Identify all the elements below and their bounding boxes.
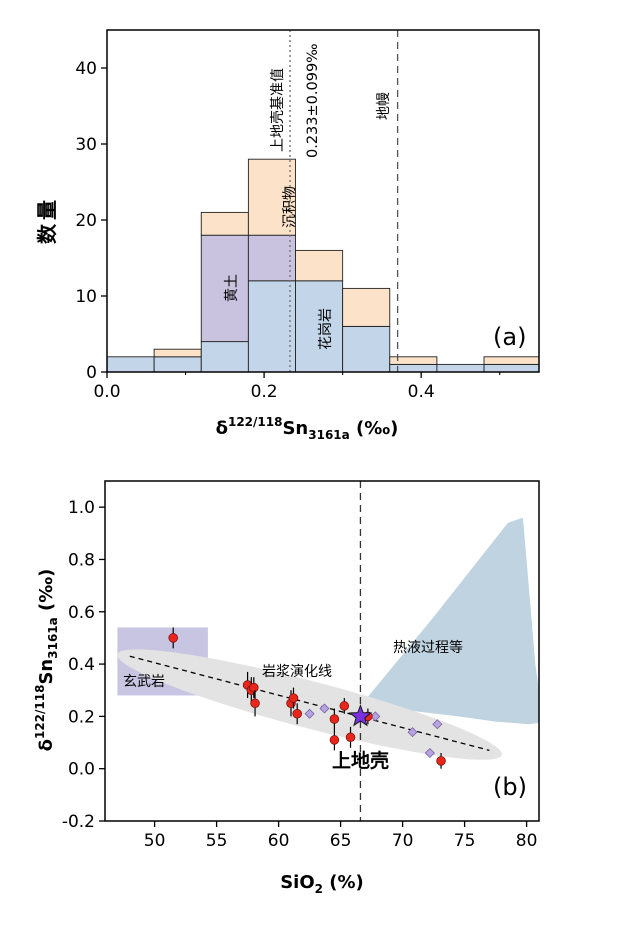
x-tick-label: 80: [516, 831, 538, 851]
x-axis-ticks: 0.0 0.2 0.4: [93, 372, 501, 402]
bar-segment-3-bin-5: [295, 249, 344, 282]
red-sample-point: [288, 693, 299, 703]
upper-crust-label: 上地壳基准值: [269, 68, 286, 152]
bar-segment-3-bin-9: [483, 356, 540, 365]
histogram-bars: [106, 158, 540, 373]
x-tick-label: 50: [144, 831, 166, 851]
x-title-a-sub: 3161a: [308, 428, 350, 442]
panel-label-a: (a): [493, 323, 526, 351]
y-title-b-prefix: δ: [36, 739, 57, 751]
y-title-b-main: Sn: [36, 659, 57, 685]
bar-segment-1-bin-4: [247, 280, 296, 373]
upper-crust-value-label: 0.233±0.099‰: [305, 43, 321, 158]
purple-diamond-point: [432, 719, 443, 730]
basalt-label: 玄武岩: [123, 673, 165, 690]
x-title-b-sub: 2: [315, 882, 323, 896]
x-tick-label: 0.4: [408, 382, 435, 402]
granite-label: 花岗岩: [318, 308, 334, 350]
x-title-a-sup: 122/118: [228, 415, 282, 429]
y-tick-label: 0.4: [68, 655, 95, 675]
magma-evolution-field: [117, 649, 502, 760]
purple-diamond-point: [304, 708, 315, 719]
hydrothermal-field: [360, 517, 539, 725]
red-sample-point: [329, 735, 340, 745]
red-sample-point: [436, 756, 446, 766]
y-axis-title-b: δ122/118Sn3161a (‰): [33, 569, 60, 752]
y-tick-label: 20: [75, 211, 97, 231]
y-tick-label: 40: [75, 59, 97, 79]
red-sample-point: [345, 732, 356, 743]
loess-label: 黄土: [223, 274, 240, 302]
plot-frame-a: [106, 29, 540, 373]
y-title-b-sub: 3161a: [46, 617, 60, 659]
panel-b: 50 55 60 65 70 75 80 -0.2 0.0 0.2 0.4 0.6 0.8 1.0 热液…: [33, 480, 540, 896]
upper-crust-star-marker: [348, 703, 373, 727]
panel-label-b: (b): [493, 773, 527, 801]
red-sample-point: [329, 714, 340, 724]
y-tick-label: 0.6: [68, 603, 95, 623]
x-title-a-suffix: (‰): [350, 418, 399, 439]
x-title-b-suffix: (%): [323, 872, 364, 893]
red-sample-point: [168, 633, 178, 643]
x-title-a-main: Sn: [282, 418, 308, 439]
y-title-b-suffix: (‰): [36, 569, 57, 618]
bar-segment-3-bin-3: [200, 211, 249, 236]
red-sample-point: [292, 709, 302, 719]
bar-segment-1-bin-7: [389, 363, 438, 373]
y-axis-title-a: 数量: [35, 196, 59, 244]
purple-diamond-point: [407, 727, 418, 738]
plot-frame-b: [104, 480, 540, 822]
x-title-b-main: SiO: [280, 872, 314, 893]
y-tick-label: 0.0: [68, 760, 95, 780]
bar-segment-2-bin-4: [247, 234, 296, 282]
x-axis-ticks: 50 55 60 65 70 75 80: [144, 821, 538, 851]
bar-segment-1-bin-9: [483, 363, 540, 373]
bar-segment-3-bin-6: [342, 287, 391, 327]
x-title-a-prefix: δ: [216, 418, 228, 439]
bar-segment-3-bin-7: [389, 356, 438, 365]
panel-a: 0.0 0.2 0.4 0 10 20 30 40 黄土 沉积物 花岗岩 上地壳基准值 0.…: [35, 29, 540, 442]
y-tick-label: 0.2: [68, 707, 95, 727]
purple-diamond-point: [424, 748, 435, 758]
y-tick-label: 0.8: [68, 550, 95, 570]
bar-segment-2-bin-3: [200, 234, 249, 343]
bar-segment-1-bin-1: [106, 356, 155, 373]
bar-segment-3-bin-4: [247, 158, 296, 236]
red-sample-point: [339, 701, 350, 711]
y-tick-label: 0: [86, 363, 97, 383]
x-tick-label: 75: [454, 831, 476, 851]
y-tick-label: 10: [75, 287, 97, 307]
bar-segment-1-bin-2: [153, 356, 202, 373]
mantle-label: 地幔: [376, 92, 392, 120]
bar-segment-3-bin-2: [153, 348, 202, 358]
y-axis-ticks: -0.2 0.0 0.2 0.4 0.6 0.8 1.0: [62, 498, 105, 832]
x-tick-label: 55: [206, 831, 228, 851]
bar-segment-1-bin-3: [200, 341, 249, 373]
red-sample-point: [249, 682, 259, 693]
y-axis-ticks: 0 10 20 30 40: [75, 59, 107, 383]
x-tick-label: 65: [330, 831, 352, 851]
x-tick-label: 0.2: [251, 382, 278, 402]
bar-segment-1-bin-8: [436, 363, 485, 373]
x-axis-title-b: SiO2 (%): [280, 872, 364, 896]
red-sample-point: [250, 698, 260, 709]
magma-evolution-label: 岩浆演化线: [262, 664, 332, 680]
sediment-label: 沉积物: [282, 186, 298, 228]
x-tick-label: 0.0: [93, 382, 120, 402]
x-tick-label: 60: [268, 831, 290, 851]
x-axis-title-a: δ122/118Sn3161a (‰): [216, 415, 399, 442]
y-tick-label: -0.2: [62, 812, 95, 832]
hydrothermal-label: 热液过程等: [393, 639, 463, 656]
y-tick-label: 30: [75, 135, 97, 155]
y-tick-label: 1.0: [68, 498, 95, 518]
upper-crust-star-label: 上地壳: [332, 749, 389, 772]
bar-segment-1-bin-6: [342, 325, 391, 373]
x-tick-label: 70: [392, 831, 414, 851]
y-title-b-sup: 122/118: [33, 685, 47, 739]
trend-line: [129, 655, 490, 752]
purple-diamond-point: [319, 703, 330, 714]
